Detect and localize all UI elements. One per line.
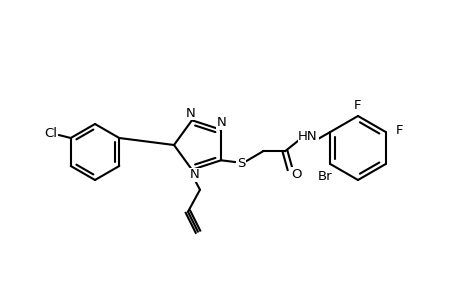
Text: S: S: [236, 157, 245, 170]
Text: N: N: [186, 107, 196, 120]
Text: N: N: [217, 116, 226, 129]
Text: N: N: [190, 168, 199, 181]
Text: O: O: [290, 168, 301, 181]
Text: Cl: Cl: [44, 127, 57, 140]
Text: Br: Br: [317, 169, 332, 182]
Text: F: F: [395, 124, 403, 136]
Text: HN: HN: [297, 130, 317, 143]
Text: F: F: [353, 98, 361, 112]
